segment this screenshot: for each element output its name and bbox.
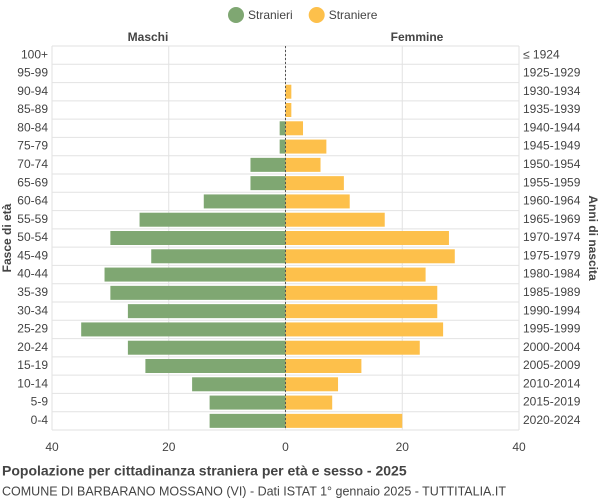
y2-tick-label: 2000-2004 [523,340,581,354]
bar [81,322,286,337]
right-label: Femmine [391,30,444,44]
y2-tick-label: 1940-1944 [523,120,581,134]
x-tick-label: 0 [282,440,289,454]
bar [145,359,286,373]
bar [285,377,339,392]
bar [250,157,286,172]
y-tick-label: 35-39 [17,285,48,299]
y-tick-label: 10-14 [17,376,48,390]
bar [127,340,286,355]
y2-tick-label: 1925-1929 [523,66,581,80]
x-tick-label: 40 [45,440,59,454]
y-tick-label: 30-34 [17,303,48,317]
chart-subtitle: COMUNE DI BARBARANO MOSSANO (VI) - Dati … [2,484,506,498]
y-tick-label: 40-44 [17,267,48,281]
y2-tick-label: 1935-1939 [523,102,581,116]
y-tick-label: 80-84 [17,120,48,134]
y-tick-label: 0-4 [31,413,49,427]
y-axis-title: Fasce di età [0,203,14,272]
y2-tick-label: 1965-1969 [523,212,581,226]
bar [285,157,321,172]
bar [110,285,286,300]
x-tick-label: 20 [396,440,410,454]
bar [285,84,292,99]
legend-label: Straniere [329,8,378,22]
chart-title: Popolazione per cittadinanza straniera p… [2,463,407,479]
bar [104,267,286,282]
y-tick-label: 75-79 [17,139,48,153]
bar [285,359,362,373]
y2-tick-label: 2020-2024 [523,413,581,427]
y2-tick-label: 1930-1934 [523,84,581,98]
y-tick-label: 15-19 [17,358,48,372]
bar [285,340,420,355]
y-tick-label: 65-69 [17,175,48,189]
y2-tick-label: 1955-1959 [523,175,581,189]
bar [285,121,304,136]
bar [127,304,286,319]
y-tick-label: 50-54 [17,230,48,244]
bar [151,249,286,264]
bar [209,395,286,410]
legend-label: Stranieri [248,8,293,22]
y2-tick-label: 1995-1999 [523,322,581,336]
left-label: Maschi [128,30,169,44]
y-tick-label: 70-74 [17,157,48,171]
y2-tick-label: ≤ 1924 [523,47,560,61]
legend-marker [308,7,325,23]
y-tick-label: 85-89 [17,102,48,116]
y-tick-label: 25-29 [17,322,48,336]
bar [192,377,286,392]
y2-tick-label: 2010-2014 [523,376,581,390]
y-tick-label: 20-24 [17,340,48,354]
bar [285,322,444,337]
y2-tick-label: 1975-1979 [523,248,581,262]
bar [285,304,438,319]
y2-tick-label: 2015-2019 [523,395,581,409]
bar [285,194,350,209]
bar [209,413,286,428]
bar [279,121,286,136]
bar [285,103,292,117]
y2-tick-label: 1960-1964 [523,194,581,208]
bar [285,249,455,264]
y2-axis-title: Anni di nascita [586,195,600,281]
bar [285,395,333,410]
y2-tick-label: 1985-1989 [523,285,581,299]
bar [285,231,449,245]
y2-tick-label: 2005-2009 [523,358,581,372]
bar [285,212,385,227]
bar [285,285,438,300]
bar [285,176,344,191]
bar [285,139,327,154]
bar [285,267,426,282]
y-tick-label: 55-59 [17,212,48,226]
y-tick-label: 95-99 [17,66,48,80]
bar [285,413,403,428]
x-tick-label: 20 [162,440,176,454]
x-tick-label: 40 [512,440,526,454]
y2-tick-label: 1950-1954 [523,157,581,171]
y-tick-label: 90-94 [17,84,48,98]
y-tick-label: 100+ [21,47,48,61]
bar [203,194,286,209]
bar [139,212,286,227]
bar [279,139,286,154]
y2-tick-label: 1990-1994 [523,303,581,317]
y-tick-label: 45-49 [17,248,48,262]
y-tick-label: 60-64 [17,194,48,208]
y2-tick-label: 1980-1984 [523,267,581,281]
y-tick-label: 5-9 [31,395,49,409]
y2-tick-label: 1945-1949 [523,139,581,153]
bar [110,231,286,245]
bar [250,176,286,191]
y2-tick-label: 1970-1974 [523,230,581,244]
legend-marker [228,7,244,23]
